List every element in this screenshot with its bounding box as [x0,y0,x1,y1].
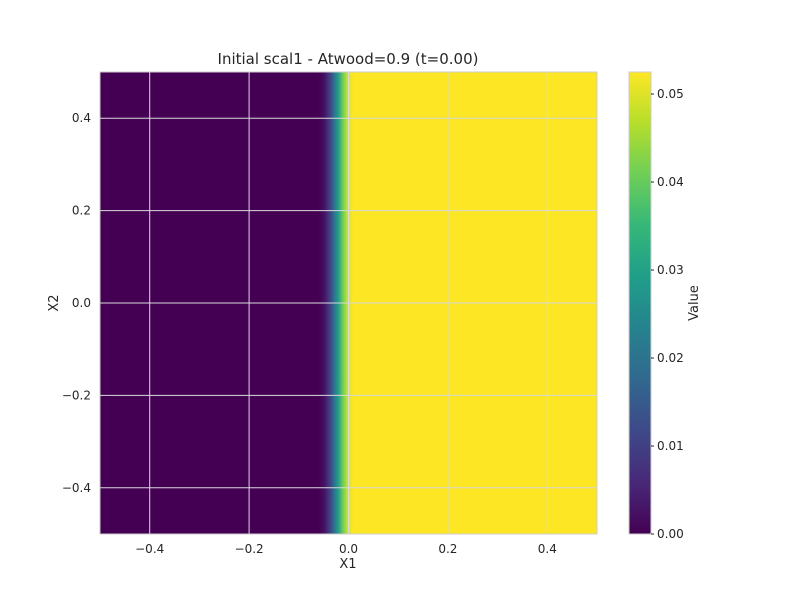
colorbar [628,71,652,535]
y-tick-label: 0.4 [72,111,91,125]
y-axis-ticks: 0.4 0.2 0.0 −0.2 −0.4 [62,111,91,495]
x-tick-label: 0.4 [538,542,557,556]
colorbar-tick-label: 0.03 [657,263,684,277]
colorbar-ticks: 0.00 0.01 0.02 0.03 0.04 0.05 [651,87,684,541]
colorbar-label: Value [687,285,702,321]
y-tick-label: 0.2 [72,204,91,218]
x-tick-label: −0.4 [135,542,164,556]
colorbar-tick-label: 0.02 [657,351,684,365]
x-axis-ticks: −0.4 −0.2 0.0 0.2 0.4 [135,542,557,556]
x-tick-label: −0.2 [235,542,264,556]
x-tick-label: 0.2 [438,542,457,556]
colorbar-tick-label: 0.01 [657,439,684,453]
colorbar-tick-label: 0.05 [657,87,684,101]
colorbar-tick-label: 0.00 [657,527,684,541]
plot-frame [99,71,598,535]
chart-title: Initial scal1 - Atwood=0.9 (t=0.00) [218,50,479,68]
y-tick-label: −0.2 [62,388,91,402]
y-tick-label: −0.4 [62,481,91,495]
grid-lines [100,72,597,534]
y-axis-label: X2 [47,294,62,311]
y-tick-label: 0.0 [72,296,91,310]
colorbar-tick-label: 0.04 [657,175,684,189]
x-tick-label: 0.0 [339,542,358,556]
x-axis-label: X1 [339,557,356,572]
